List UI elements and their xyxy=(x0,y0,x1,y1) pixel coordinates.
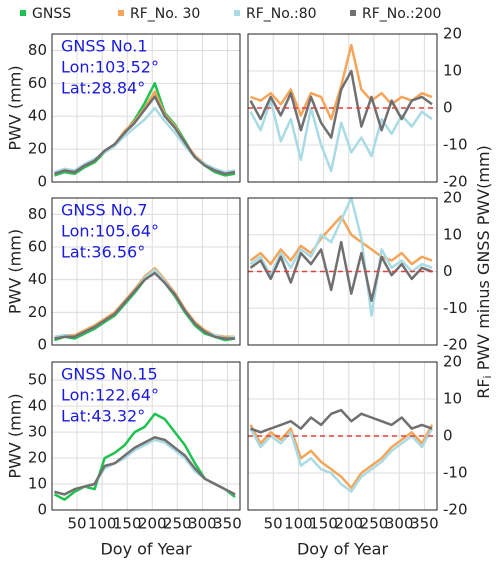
y-tick-label: 20 xyxy=(28,449,47,467)
x-tick-label: 250 xyxy=(163,515,192,533)
y-tick-label: 0 xyxy=(37,336,47,354)
series-line xyxy=(249,196,433,317)
annotation: Lon:103.52° xyxy=(61,58,159,77)
x-tick-label: 100 xyxy=(284,515,313,533)
x-axis-label: Doy of Year xyxy=(100,540,191,559)
series-line xyxy=(249,69,433,139)
x-tick-label: 200 xyxy=(138,515,167,533)
series-line xyxy=(250,43,433,121)
series-line xyxy=(54,95,236,176)
series-line xyxy=(249,424,434,490)
y-axis-label: PWV (mm) xyxy=(6,229,25,314)
series-line xyxy=(54,106,236,174)
y-tick-label: 0 xyxy=(443,427,453,445)
plot-frame xyxy=(247,33,438,183)
annotation: Lon:105.64° xyxy=(61,222,159,241)
y-tick-label: 20 xyxy=(443,353,462,371)
x-tick-label: 300 xyxy=(188,515,217,533)
x-tick-label: 250 xyxy=(360,515,389,533)
y-tick-label: 60 xyxy=(28,74,47,92)
legend-label: GNSS xyxy=(32,6,71,22)
y-tick-label: 0 xyxy=(443,99,453,117)
x-tick-label: 150 xyxy=(309,515,338,533)
legend-marker xyxy=(350,10,356,16)
y-tick-label: -10 xyxy=(443,299,468,317)
series-line xyxy=(54,270,236,342)
annotation: GNSS No.7 xyxy=(61,201,148,220)
x-tick-label: 50 xyxy=(68,515,87,533)
series-line xyxy=(249,215,433,266)
y-tick-label: 40 xyxy=(28,270,47,288)
y-tick-label: -10 xyxy=(443,464,468,482)
series-line xyxy=(249,428,434,493)
series-line xyxy=(249,99,433,173)
y-tick-label: 10 xyxy=(443,62,462,80)
y-tick-label: -20 xyxy=(443,173,468,191)
plot-frame xyxy=(247,197,438,346)
annotation: Lat:36.56° xyxy=(61,243,145,262)
series-line xyxy=(54,271,235,340)
x-tick-label: 300 xyxy=(385,515,414,533)
y-tick-label: 30 xyxy=(28,423,47,441)
y-tick-label: -20 xyxy=(443,336,468,354)
x-tick-label: 50 xyxy=(264,515,283,533)
x-tick-label: 200 xyxy=(334,515,363,533)
y-tick-label: -20 xyxy=(443,501,468,519)
legend-label: RF_No.:200 xyxy=(362,6,441,22)
y-tick-label: 0 xyxy=(37,173,47,191)
label-part: PWV minus GNSS PWV(mm) xyxy=(474,145,493,375)
y-tick-label: 10 xyxy=(28,475,47,493)
y-tick-label: 0 xyxy=(37,501,47,519)
y-tick-label: 0 xyxy=(443,262,453,280)
annotation: Lat:28.84° xyxy=(61,79,145,98)
annotation: GNSS No.1 xyxy=(61,37,148,56)
y-tick-label: 40 xyxy=(28,107,47,125)
annotation: Lon:122.64° xyxy=(61,386,159,405)
y-tick-label: 80 xyxy=(28,41,47,59)
series-line xyxy=(54,436,236,496)
x-tick-label: 150 xyxy=(113,515,142,533)
legend-marker xyxy=(234,10,240,16)
annotation: Lat:43.32° xyxy=(61,407,145,426)
plot-frame xyxy=(51,197,241,346)
y-tick-label: 10 xyxy=(443,390,462,408)
plot-frame xyxy=(51,33,241,183)
y-tick-label: 20 xyxy=(28,303,47,321)
y-axis-label: PWV (mm) xyxy=(6,393,25,478)
legend: GNSS RF_No. 30 RF_No.:80 RF_No.:200 xyxy=(20,6,441,22)
plot-frame xyxy=(247,361,438,511)
x-tick-label: 350 xyxy=(410,515,439,533)
right-axis-label: RFi PWV minus GNSS PWV(mm) xyxy=(474,145,495,399)
legend-label: RF_No.:80 xyxy=(246,6,317,22)
x-tick-label: 350 xyxy=(213,515,242,533)
y-tick-label: 20 xyxy=(28,140,47,158)
legend-marker xyxy=(20,10,26,16)
label-sub: i xyxy=(481,375,494,378)
y-tick-label: 80 xyxy=(28,205,47,223)
plot-frame xyxy=(51,361,241,511)
y-tick-label: 20 xyxy=(443,25,462,43)
series-line xyxy=(249,240,433,303)
y-tick-label: 20 xyxy=(443,189,462,207)
y-tick-label: 50 xyxy=(28,371,47,389)
label-part: RF xyxy=(474,378,493,398)
legend-label: RF_No. 30 xyxy=(130,6,200,22)
y-tick-label: -10 xyxy=(443,136,468,154)
y-axis-label: PWV (mm) xyxy=(6,65,25,150)
legend-marker xyxy=(118,10,124,16)
series-line xyxy=(250,408,433,434)
y-tick-label: 60 xyxy=(28,238,47,256)
x-axis-label: Doy of Year xyxy=(297,540,388,559)
y-tick-label: 10 xyxy=(443,225,462,243)
annotation: GNSS No.15 xyxy=(61,365,158,384)
y-tick-label: 40 xyxy=(28,397,47,415)
x-tick-label: 100 xyxy=(88,515,117,533)
